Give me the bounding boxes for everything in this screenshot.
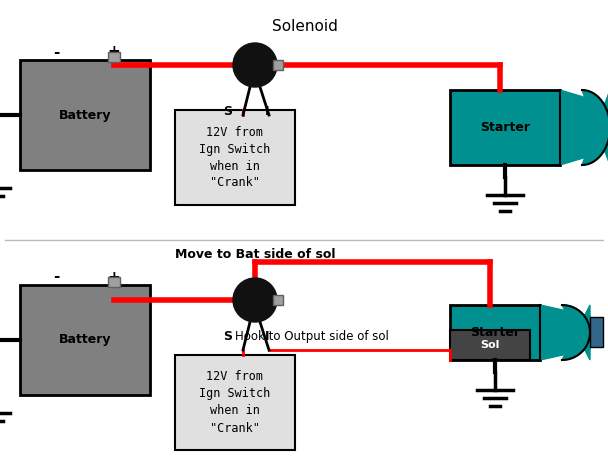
Bar: [450, 90, 560, 165]
Text: +: +: [107, 269, 120, 284]
Bar: [20, 60, 150, 170]
Bar: [108, 277, 120, 287]
Bar: [450, 305, 540, 360]
Bar: [273, 295, 283, 305]
Bar: [20, 285, 150, 395]
Polygon shape: [540, 305, 590, 360]
Text: Solenoid: Solenoid: [272, 19, 338, 34]
Polygon shape: [560, 90, 608, 165]
Text: S: S: [224, 105, 232, 118]
Text: Sol: Sol: [480, 340, 500, 350]
Text: -: -: [54, 269, 60, 284]
Polygon shape: [582, 90, 608, 165]
Text: Starter: Starter: [470, 326, 520, 339]
Bar: [175, 355, 295, 450]
Circle shape: [233, 43, 277, 87]
Bar: [450, 330, 530, 360]
Bar: [273, 60, 283, 70]
Text: Move to Bat side of sol: Move to Bat side of sol: [175, 248, 336, 261]
Bar: [590, 317, 603, 347]
Text: Hook to Output side of sol: Hook to Output side of sol: [235, 330, 389, 343]
Text: -: -: [54, 44, 60, 59]
Text: 12V from
Ign Switch
when in
"Crank": 12V from Ign Switch when in "Crank": [199, 370, 271, 434]
Circle shape: [233, 278, 277, 322]
Text: I: I: [264, 330, 269, 343]
Text: Starter: Starter: [480, 121, 530, 134]
Text: Battery: Battery: [59, 333, 111, 347]
Bar: [108, 52, 120, 62]
Text: S: S: [224, 330, 232, 343]
Text: +: +: [107, 44, 120, 59]
Text: 12V from
Ign Switch
when in
"Crank": 12V from Ign Switch when in "Crank": [199, 126, 271, 190]
Text: Battery: Battery: [59, 108, 111, 121]
Bar: [175, 110, 295, 205]
Text: I: I: [264, 105, 269, 118]
Polygon shape: [562, 305, 590, 360]
